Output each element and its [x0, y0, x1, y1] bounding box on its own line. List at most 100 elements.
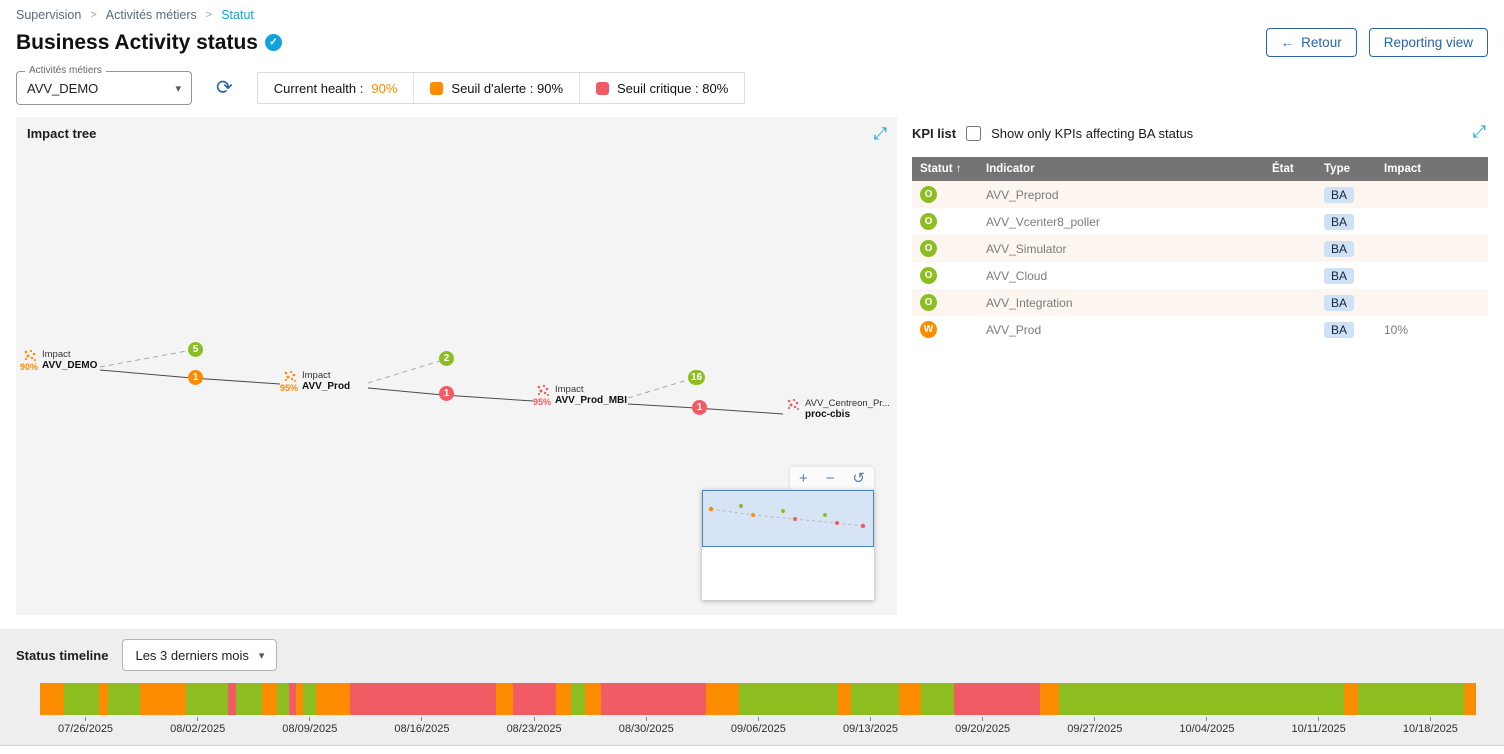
ba-select-value: AVV_DEMO [27, 80, 99, 96]
kpi-list-title: KPI list [912, 125, 957, 141]
kpi-type-chip: BA [1324, 240, 1355, 257]
node-label-name: proc-cbis [805, 409, 851, 420]
status-timeline-section: Status timeline Les 3 derniers mois ▾ 07… [0, 629, 1504, 746]
alert-color-swatch [430, 81, 444, 95]
timeline-segment[interactable] [64, 683, 99, 715]
zoom-reset-button[interactable]: ↺ [852, 470, 865, 487]
tree-node[interactable]: 95% Impact AVV_Prod [280, 370, 350, 393]
timeline-segment[interactable] [571, 683, 585, 715]
ba-node-icon [786, 398, 799, 411]
status-badge: O [920, 213, 937, 230]
timeline-segment[interactable] [954, 683, 1040, 715]
node-label-name: AVV_DEMO [42, 360, 98, 371]
timeline-segment[interactable] [289, 683, 296, 715]
refresh-button[interactable]: ⟳ [216, 77, 233, 99]
table-row[interactable]: W AVV_Prod BA 10% [912, 316, 1488, 343]
timeline-segment[interactable] [277, 683, 289, 715]
timeline-date: 08/23/2025 [507, 717, 562, 735]
status-badge: O [920, 186, 937, 203]
impact-badge[interactable]: 5 [188, 342, 203, 357]
kpi-table: Statut ↑ Indicator État Type Impact O AV… [912, 157, 1488, 343]
kpi-indicator: AVV_Vcenter8_poller [986, 214, 1100, 229]
timeline-segment[interactable] [899, 683, 921, 715]
timeline-segment[interactable] [108, 683, 140, 715]
node-health-pct: 90% [20, 362, 39, 372]
impact-badge[interactable]: 1 [439, 386, 454, 401]
timeline-segment[interactable] [1344, 683, 1358, 715]
breadcrumb-item-statut[interactable]: Statut [221, 8, 254, 22]
table-row[interactable]: O AVV_Vcenter8_poller BA [912, 208, 1488, 235]
impact-badge[interactable]: 1 [188, 370, 203, 385]
header-actions: ← Retour Reporting view [1265, 28, 1488, 57]
breadcrumb-item-activites-metiers[interactable]: Activités métiers [105, 8, 197, 22]
timeline-segment[interactable] [585, 683, 601, 715]
column-header-type[interactable]: Type [1316, 157, 1376, 181]
tree-minimap[interactable] [702, 490, 874, 600]
timeline-segment[interactable] [140, 683, 186, 715]
timeline-date: 09/20/2025 [955, 717, 1010, 735]
table-row[interactable]: O AVV_Cloud BA [912, 262, 1488, 289]
timeline-segment[interactable] [706, 683, 739, 715]
expand-tree-icon[interactable]: ⤢ [873, 124, 887, 143]
timeline-segment[interactable] [186, 683, 228, 715]
kpi-indicator: AVV_Cloud [986, 268, 1048, 283]
impact-badge[interactable]: 2 [439, 351, 454, 366]
timeline-segment[interactable] [496, 683, 513, 715]
breadcrumb-item-supervision[interactable]: Supervision [16, 8, 82, 22]
expand-kpi-icon[interactable]: ⤢ [1472, 122, 1486, 141]
timeline-segment[interactable] [316, 683, 350, 715]
timeline-segment[interactable] [556, 683, 571, 715]
kpi-filter-label: Show only KPIs affecting BA status [991, 125, 1194, 141]
legend-critical: Seuil critique : 80% [579, 73, 744, 103]
timeline-segment[interactable] [1464, 683, 1476, 715]
node-label-top: Impact [42, 349, 71, 360]
ba-node-icon [23, 349, 36, 362]
column-header-statut[interactable]: Statut ↑ [912, 157, 978, 181]
tree-node[interactable]: AVV_Centreon_Pr... proc-cbis [783, 398, 890, 420]
timeline-date: 10/11/2025 [1292, 717, 1346, 735]
timeline-segment[interactable] [40, 683, 64, 715]
timeline-segment[interactable] [236, 683, 262, 715]
timeline-segment[interactable] [851, 683, 899, 715]
reporting-view-button[interactable]: Reporting view [1368, 28, 1488, 57]
page-header: Business Activity status ✓ ← Retour Repo… [16, 28, 1488, 57]
timeline-segment[interactable] [513, 683, 556, 715]
zoom-out-button[interactable]: − [825, 470, 835, 487]
timeline-segment[interactable] [262, 683, 277, 715]
minimap-preview [708, 504, 866, 529]
table-row[interactable]: O AVV_Simulator BA [912, 235, 1488, 262]
timeline-segment[interactable] [99, 683, 108, 715]
back-button[interactable]: ← Retour [1265, 28, 1357, 57]
column-header-impact[interactable]: Impact [1376, 157, 1488, 181]
impact-badge[interactable]: 1 [692, 400, 707, 415]
kpi-impact [1376, 289, 1488, 316]
timeline-segment[interactable] [1358, 683, 1464, 715]
ba-select[interactable]: Activités métiers AVV_DEMO ▾ [16, 65, 192, 105]
impact-badge[interactable]: 16 [688, 370, 706, 385]
sort-asc-icon: ↑ [955, 163, 962, 175]
tree-node[interactable]: 95% Impact AVV_Prod_MBI [533, 384, 627, 407]
timeline-segment[interactable] [739, 683, 838, 715]
timeline-date: 07/26/2025 [58, 717, 113, 735]
timeline-segment[interactable] [1059, 683, 1344, 715]
kpi-indicator: AVV_Preprod [978, 181, 1264, 208]
column-header-indicator[interactable]: Indicator [978, 157, 1264, 181]
tree-node[interactable]: 90% Impact AVV_DEMO [20, 349, 97, 372]
timeline-segment[interactable] [838, 683, 851, 715]
timeline-segment[interactable] [303, 683, 316, 715]
timeline-segment[interactable] [1040, 683, 1059, 715]
timeline-range-select[interactable]: Les 3 derniers mois ▾ [122, 639, 278, 671]
kpi-type-chip: BA [1324, 321, 1355, 338]
minimap-viewport[interactable] [702, 490, 874, 547]
timeline-segment[interactable] [601, 683, 706, 715]
table-row[interactable]: O AVV_Preprod BA [912, 181, 1488, 208]
timeline-segment[interactable] [350, 683, 496, 715]
timeline-segment[interactable] [921, 683, 954, 715]
timeline-segment[interactable] [228, 683, 236, 715]
zoom-in-button[interactable]: + [798, 470, 808, 487]
column-header-etat[interactable]: État [1264, 157, 1316, 181]
timeline-segment[interactable] [296, 683, 303, 715]
kpi-filter-checkbox[interactable] [966, 125, 982, 141]
kpi-impact [1376, 208, 1488, 235]
table-row[interactable]: O AVV_Integration BA [912, 289, 1488, 316]
